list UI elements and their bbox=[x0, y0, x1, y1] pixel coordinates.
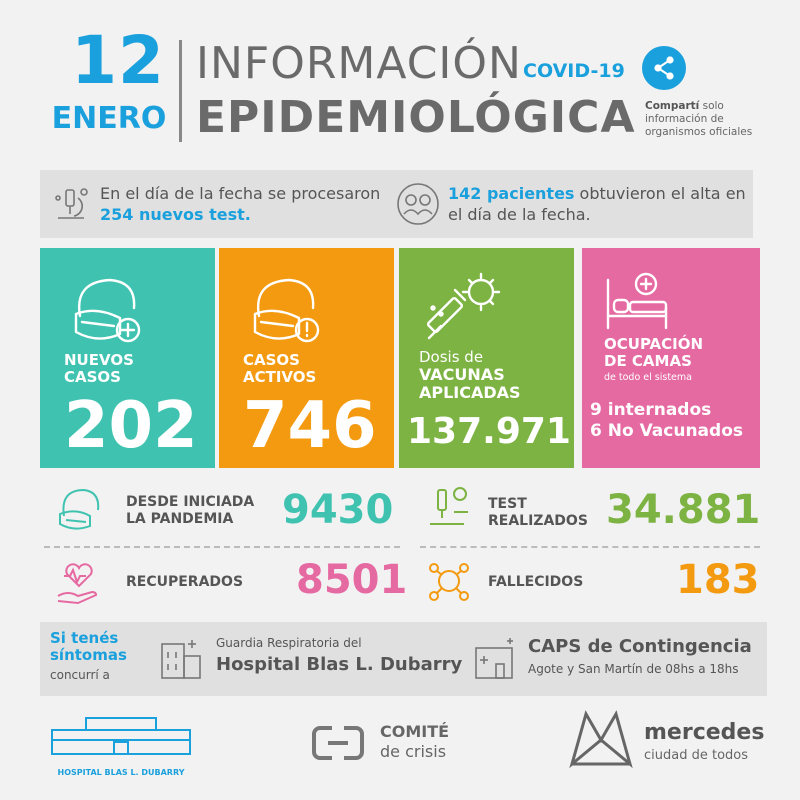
guardia-bar: Si tenés síntomas concurrí a Guardia Resp… bbox=[40, 622, 767, 696]
camas-values: 9 internados 6 No Vacunados bbox=[590, 400, 743, 442]
virus-icon bbox=[429, 563, 469, 601]
concurri-label: concurrí a bbox=[50, 668, 110, 682]
mercedes-name: mercedes bbox=[644, 720, 765, 745]
card-casos-activos: CASOS ACTIVOS 746 bbox=[219, 248, 394, 468]
vacunas-pre-label: Dosis de bbox=[419, 348, 484, 366]
masked-profile-icon bbox=[59, 488, 100, 530]
hospital-name: Hospital Blas L. Dubarry bbox=[216, 654, 463, 675]
nuevos-casos-label: NUEVOS CASOS bbox=[64, 351, 134, 387]
nuevos-casos-value: 202 bbox=[64, 389, 198, 463]
title-epidemiologica: EPIDEMIOLÓGICA bbox=[196, 92, 636, 143]
card-vacunas: Dosis de VACUNAS APLICADAS 137.971 bbox=[399, 248, 574, 468]
title-informacion: INFORMACIÓN bbox=[196, 38, 522, 89]
fallecidos-value: 183 bbox=[676, 557, 760, 603]
comite-logo: COMITÉ de crisis bbox=[310, 720, 470, 770]
masked-face-icon bbox=[74, 278, 141, 343]
test-value: 34.881 bbox=[606, 487, 761, 533]
tests-info: En el día de la fecha se procesaron 254 … bbox=[100, 184, 381, 224]
daily-info-bar: En el día de la fecha se procesaron 254 … bbox=[40, 170, 753, 238]
patients-icon bbox=[397, 183, 439, 225]
sintomas-label: Si tenés síntomas bbox=[50, 629, 127, 665]
stats-divider-left bbox=[44, 546, 400, 548]
hospital-bed-icon bbox=[606, 272, 668, 330]
card-nuevos-casos: NUEVOS CASOS 202 bbox=[40, 248, 215, 468]
camas-sub: de todo el sistema bbox=[604, 372, 692, 383]
stats-divider-right bbox=[420, 546, 760, 548]
heart-hand-icon bbox=[57, 563, 98, 605]
syringe-virus-icon bbox=[426, 272, 501, 340]
mercedes-tagline: ciudad de todos bbox=[644, 748, 749, 763]
caps-name: CAPS de Contingencia bbox=[528, 636, 752, 657]
test-tube-icon bbox=[430, 487, 468, 525]
share-icon[interactable] bbox=[642, 46, 686, 90]
date-day: 12 bbox=[71, 22, 165, 99]
header-divider bbox=[179, 40, 182, 142]
recuperados-value: 8501 bbox=[296, 557, 408, 603]
casos-activos-label: CASOS ACTIVOS bbox=[243, 351, 317, 387]
mercedes-m-icon bbox=[569, 710, 633, 768]
comite-line1: COMITÉ bbox=[380, 722, 450, 741]
pandemia-value: 9430 bbox=[282, 487, 394, 533]
fallecidos-label: FALLECIDOS bbox=[488, 574, 584, 590]
vacunas-value: 137.971 bbox=[407, 411, 571, 452]
microscope-icon bbox=[55, 188, 88, 219]
hospital-small: Guardia Respiratoria del bbox=[216, 636, 362, 650]
comite-line2: de crisis bbox=[380, 742, 447, 761]
comite-brackets-icon bbox=[312, 726, 364, 760]
camas-label: OCUPACIÓN DE CAMAS bbox=[604, 335, 704, 371]
card-camas: OCUPACIÓN DE CAMAS de todo el sistema 9 i… bbox=[582, 248, 760, 468]
covid-label: COVID-19 bbox=[523, 60, 625, 82]
hospital-building-icon bbox=[161, 640, 201, 679]
discharges-info: 142 pacientes obtuvieron el alta en el d… bbox=[448, 184, 746, 224]
hospital-logo: HOSPITAL BLAS L. DUBARRY bbox=[46, 710, 196, 780]
pandemia-label: DESDE INICIADA LA PANDEMIA bbox=[126, 494, 255, 527]
share-message: Compartí solo información de organismos … bbox=[645, 100, 753, 139]
test-label: TEST REALIZADOS bbox=[488, 496, 588, 529]
hospital-building-logo-icon bbox=[51, 717, 191, 755]
vacunas-label: VACUNAS APLICADAS bbox=[419, 365, 521, 403]
casos-activos-value: 746 bbox=[243, 389, 377, 463]
mercedes-logo: mercedes ciudad de todos bbox=[566, 710, 776, 770]
date-month: ENERO bbox=[51, 101, 167, 136]
caps-building-icon bbox=[475, 638, 513, 679]
caps-schedule: Agote y San Martín de 08hs a 18hs bbox=[528, 662, 739, 676]
recuperados-label: RECUPERADOS bbox=[126, 574, 244, 590]
hospital-logo-text: HOSPITAL BLAS L. DUBARRY bbox=[57, 768, 185, 777]
masked-face-alert-icon bbox=[253, 278, 320, 343]
